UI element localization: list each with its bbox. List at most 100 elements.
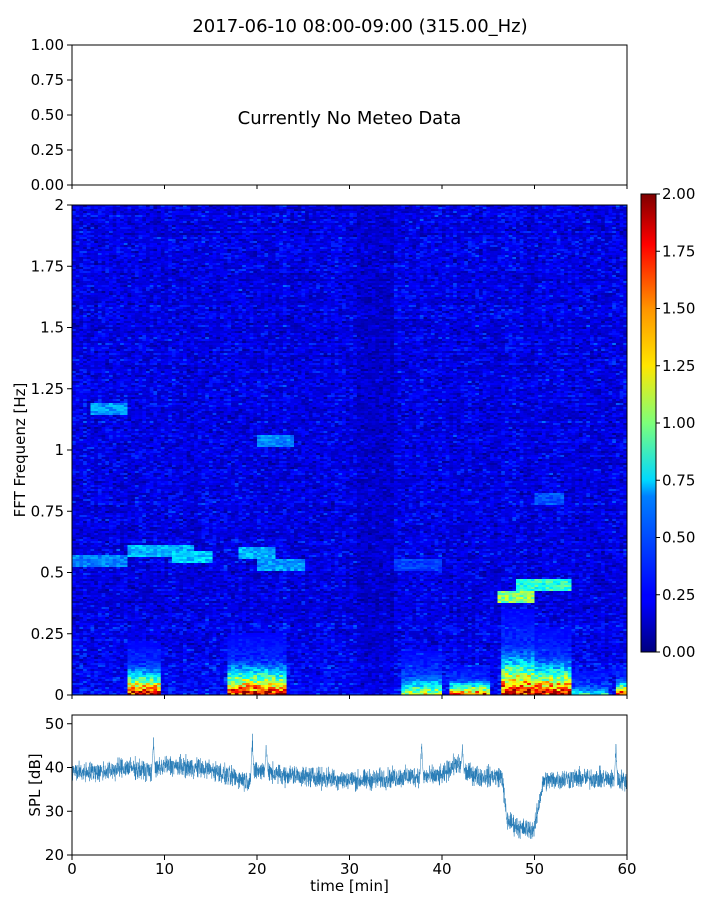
spectrogram-cell [72, 225, 77, 228]
spectrogram-cell [109, 237, 114, 240]
spectrogram-cell [449, 229, 454, 232]
spectrogram-cell [449, 221, 454, 224]
spectrogram-cell [353, 211, 358, 214]
spectrogram-cell [516, 205, 521, 208]
spectrogram-cell [334, 231, 339, 234]
spectrogram-cell [301, 207, 306, 210]
spectrogram-cell [360, 229, 365, 232]
spectrogram-cell [83, 237, 88, 240]
spectrogram-cell [519, 221, 524, 224]
spectrogram-cell [220, 233, 225, 236]
spectrogram-cell [597, 229, 602, 232]
spectrogram-cell [538, 219, 543, 222]
spectrogram-cell [408, 215, 413, 218]
spectrogram-cell [578, 211, 583, 214]
spectrogram-cell [160, 215, 165, 218]
spectrogram-cell [253, 235, 258, 238]
spectrogram-cell [275, 235, 280, 238]
spectrogram-cell [590, 211, 595, 214]
spectrogram-cell [275, 229, 280, 232]
spectrogram-cell [523, 205, 528, 208]
spectrogram-cell [482, 213, 487, 216]
spectrogram-cell [401, 221, 406, 224]
spectrogram-cell [430, 225, 435, 228]
spectrogram-cell [545, 231, 550, 234]
spectrogram-cell [160, 235, 165, 238]
spectrogram-cell [312, 229, 317, 232]
spectrogram-cell [412, 205, 417, 208]
spectrogram-cell [453, 223, 458, 226]
spectrogram-cell [97, 221, 102, 224]
spectrogram-cell [575, 221, 580, 224]
spectrogram-cell [90, 223, 95, 226]
spectrogram-cell [471, 237, 476, 240]
spectrogram-cell [212, 209, 217, 212]
spectrogram-cell [201, 211, 206, 214]
spectrogram-cell [467, 235, 472, 238]
spectrogram-cell [604, 207, 609, 210]
spectrogram-cell [371, 209, 376, 212]
spectrogram-cell [331, 217, 336, 220]
spectrogram-cell [545, 233, 550, 236]
spectrogram-cell [257, 223, 262, 226]
spectrogram-cell [138, 215, 143, 218]
spectrogram-cell [212, 233, 217, 236]
spectrogram-cell [327, 229, 332, 232]
spectrogram-cell [397, 223, 402, 226]
spectrogram-cell [116, 205, 121, 208]
spectrogram-cell [268, 229, 273, 232]
spectrogram-cell [264, 209, 269, 212]
spectrogram-cell [264, 231, 269, 234]
spectrogram-cell [157, 217, 162, 220]
spectrogram-cell [149, 209, 154, 212]
spectrogram-cell [212, 211, 217, 214]
spectrogram-cell [327, 221, 332, 224]
spectrogram-cell [486, 231, 491, 234]
spectrogram-cell [545, 229, 550, 232]
spectrogram-cell [171, 221, 176, 224]
spectrogram-cell [268, 227, 273, 230]
spectrogram-cell [294, 219, 299, 222]
spectrogram-cell [371, 207, 376, 210]
spectrogram-cell [408, 205, 413, 208]
spectrogram-cell [608, 215, 613, 218]
spectrogram-cell [567, 205, 572, 208]
spectrogram-cell [593, 221, 598, 224]
spectrogram-cell [567, 237, 572, 240]
spectrogram-cell [134, 209, 139, 212]
spectrogram-cell [201, 235, 206, 238]
spectrogram-cell [553, 217, 558, 220]
spectrogram-cell [442, 233, 447, 236]
spectrogram-cell [231, 215, 236, 218]
spectrogram-cell [205, 231, 210, 234]
spectrogram-cell [223, 209, 228, 212]
spectrogram-cell [612, 223, 617, 226]
spectrogram-cell [530, 221, 535, 224]
spectrogram-cell [623, 211, 627, 214]
spectrogram-cell [608, 231, 613, 234]
spectrogram-cell [105, 221, 110, 224]
spectrogram-cell [94, 213, 99, 216]
spectrogram-cell [512, 213, 517, 216]
spectrogram-cell [375, 217, 380, 220]
spectrogram-cell [497, 209, 502, 212]
spectrogram-cell [449, 209, 454, 212]
spectrogram-cell [282, 217, 287, 220]
spectrogram-cell [308, 225, 313, 228]
spectrogram-cell [223, 229, 228, 232]
spectrogram-cell [419, 221, 424, 224]
spectrogram-cell [190, 225, 195, 228]
spectrogram-cell [205, 209, 210, 212]
spectrogram-cell [545, 237, 550, 240]
spectrogram-cell [442, 223, 447, 226]
spectrogram-cell [541, 225, 546, 228]
spectrogram-cell [234, 217, 239, 220]
spectrogram-cell [297, 219, 302, 222]
spectrogram-cell [216, 233, 221, 236]
spectrogram-cell [134, 215, 139, 218]
spectrogram-cell [197, 237, 202, 240]
spectrogram-cell [623, 219, 627, 222]
spectrogram-cell [146, 237, 151, 240]
spectrogram-cell [575, 233, 580, 236]
